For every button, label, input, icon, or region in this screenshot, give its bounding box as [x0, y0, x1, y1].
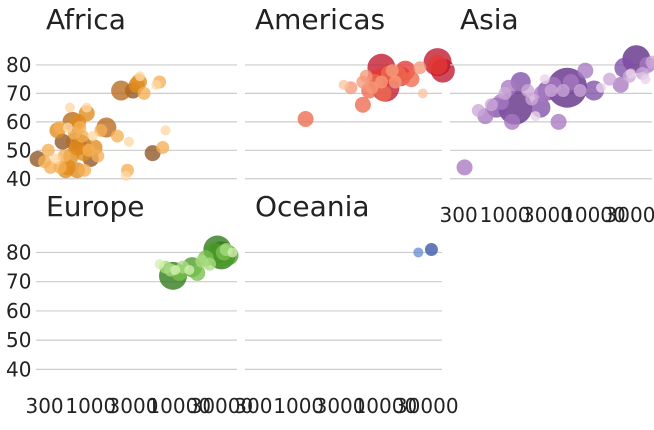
data-point: [156, 140, 170, 154]
y-tick-label: 50: [6, 328, 31, 352]
data-point: [573, 84, 587, 98]
data-point: [184, 265, 195, 275]
data-point: [365, 81, 379, 95]
data-point: [62, 122, 73, 133]
x-tick-label: 30000: [190, 394, 254, 418]
data-point: [64, 102, 75, 113]
data-point: [413, 247, 424, 258]
y-tick-label: 60: [6, 299, 31, 323]
y-tick-label: 80: [6, 240, 31, 264]
data-point: [539, 74, 550, 85]
data-point: [550, 113, 567, 130]
data-point: [154, 259, 165, 270]
data-point: [640, 74, 651, 85]
data-point: [91, 149, 105, 163]
data-point: [53, 160, 67, 174]
data-point: [123, 136, 134, 147]
x-tick-label: 10000: [562, 203, 626, 227]
data-point: [137, 86, 151, 100]
data-point: [456, 159, 473, 176]
data-point: [595, 82, 606, 93]
data-point: [50, 153, 61, 164]
y-tick-label: 70: [6, 270, 31, 294]
data-point: [645, 55, 654, 69]
y-tick-label: 50: [6, 138, 31, 162]
data-point: [471, 103, 485, 117]
y-tick-label: 60: [6, 110, 31, 134]
panel-title: Europe: [46, 190, 144, 223]
data-point: [43, 160, 57, 174]
x-tick-label: 3000: [522, 203, 573, 227]
data-point: [160, 125, 171, 136]
x-tick-label: 300: [25, 394, 63, 418]
data-point: [625, 68, 636, 79]
data-point: [227, 247, 238, 258]
x-tick-label: 1000: [480, 203, 531, 227]
data-point: [354, 96, 371, 113]
x-tick-label: 10000: [354, 394, 418, 418]
data-point: [530, 111, 541, 122]
x-tick-label: 1000: [65, 394, 116, 418]
data-point: [417, 88, 428, 99]
data-point: [498, 86, 512, 100]
data-point: [338, 79, 349, 90]
data-point: [427, 54, 448, 75]
panel-title: Asia: [460, 3, 519, 36]
data-point: [556, 84, 570, 98]
data-point: [53, 121, 67, 135]
data-point: [374, 75, 388, 89]
x-tick-label: 3000: [108, 394, 159, 418]
data-point: [544, 84, 558, 98]
panel-africa: Africa 40 50 60 70 80: [6, 3, 237, 191]
panel-title: Oceania: [255, 190, 370, 223]
data-point: [94, 123, 108, 137]
data-point: [413, 61, 427, 75]
data-point: [424, 243, 438, 257]
data-point: [75, 129, 89, 143]
x-tick-label: 300: [234, 394, 272, 418]
data-point: [151, 79, 162, 90]
data-point: [41, 143, 55, 157]
data-point: [484, 98, 498, 112]
data-point: [297, 111, 314, 127]
y-tick-label: 80: [6, 53, 31, 77]
x-tick-label: 3000: [315, 394, 366, 418]
panel-title: Africa: [46, 3, 126, 36]
data-point: [111, 80, 132, 101]
data-point: [385, 64, 399, 78]
x-tick-label: 300: [440, 203, 478, 227]
data-point: [577, 62, 594, 79]
data-point: [87, 131, 98, 142]
data-point: [388, 75, 402, 89]
data-point: [359, 69, 373, 83]
data-point: [203, 257, 217, 271]
data-point: [135, 71, 146, 82]
x-tick-label: 10000: [147, 394, 211, 418]
data-point: [110, 129, 124, 143]
data-point: [603, 72, 617, 86]
panel-title: Americas: [255, 3, 385, 36]
x-tick-label: 30000: [605, 203, 654, 227]
data-point: [57, 149, 71, 163]
data-point: [81, 102, 92, 113]
y-tick-label: 40: [6, 357, 31, 381]
data-point: [521, 84, 535, 98]
panel-americas: Americas: [245, 3, 455, 180]
data-point: [120, 170, 131, 181]
data-point: [403, 71, 420, 88]
x-tick-label: 30000: [395, 394, 459, 418]
data-point: [78, 163, 92, 177]
data-point: [170, 265, 181, 275]
data-point: [504, 113, 521, 130]
y-tick-label: 70: [6, 81, 31, 105]
x-tick-label: 1000: [273, 394, 324, 418]
y-tick-label: 40: [6, 167, 31, 191]
data-point: [375, 85, 392, 102]
